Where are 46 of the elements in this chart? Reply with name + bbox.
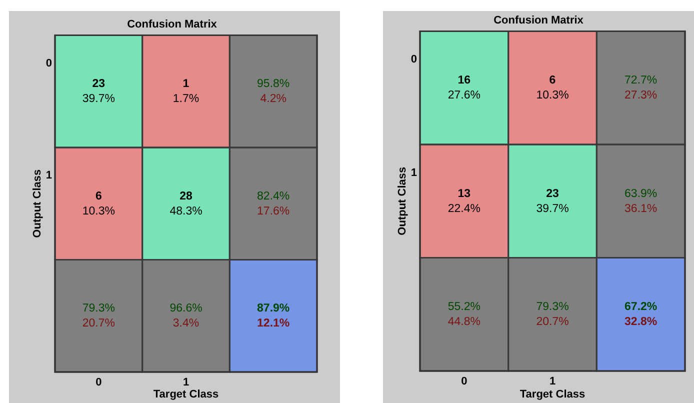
data-label: 79.3% xyxy=(82,302,115,315)
data-label: 63.9% xyxy=(624,188,658,200)
data-label: 13 xyxy=(458,188,471,200)
data-label: 27.3% xyxy=(624,90,658,102)
data-label: 10.3% xyxy=(82,205,115,218)
data-label: 55.2% xyxy=(448,301,480,314)
data-label: 32.8% xyxy=(624,316,658,328)
data-label: 39.7% xyxy=(536,202,569,215)
data-label: 67.2% xyxy=(624,301,658,314)
data-label: 20.7% xyxy=(536,316,569,328)
data-label: 20.7% xyxy=(82,318,115,330)
data-label: 95.8% xyxy=(257,78,290,90)
data-label: 28 xyxy=(180,190,193,202)
y-axis-title: Output Class xyxy=(32,169,44,238)
data-label: 22.4% xyxy=(448,202,480,215)
x-tick-label: 1 xyxy=(182,376,190,389)
x-axis-title: Target Class xyxy=(153,388,219,400)
chart-title: Confusion Matrix xyxy=(494,14,584,27)
data-label: 1 xyxy=(182,78,190,90)
x-tick-label: 0 xyxy=(96,376,102,389)
data-label: 39.7% xyxy=(82,93,115,106)
data-label: 48.3% xyxy=(170,205,202,218)
y-axis-title: Output Class xyxy=(396,166,409,236)
data-label: 4.2% xyxy=(260,93,286,106)
data-label: 6 xyxy=(549,74,556,87)
data-label: 1.7% xyxy=(172,93,200,106)
data-label: 36.1% xyxy=(624,202,658,215)
data-label: 12.1% xyxy=(257,318,290,330)
data-label: 82.4% xyxy=(257,190,290,202)
x-axis-title: Target Class xyxy=(520,388,586,400)
data-label: 17.6% xyxy=(257,205,290,218)
data-label: 96.6% xyxy=(170,302,202,315)
x-tick-label: 1 xyxy=(549,376,556,388)
data-label: 16 xyxy=(458,74,471,87)
chart-title: Confusion Matrix xyxy=(127,18,218,31)
data-label: 72.7% xyxy=(624,74,658,87)
data-label: 10.3% xyxy=(536,90,569,102)
data-label: 6 xyxy=(95,190,102,202)
data-label: 87.9% xyxy=(257,302,290,315)
x-tick-label: 0 xyxy=(461,376,468,388)
data-label: 79.3% xyxy=(536,301,569,314)
data-label: 23 xyxy=(92,78,106,90)
data-label: 27.6% xyxy=(448,90,480,102)
data-label: 23 xyxy=(546,188,559,200)
data-label: 44.8% xyxy=(448,316,480,328)
data-label: 3.4% xyxy=(172,318,200,330)
